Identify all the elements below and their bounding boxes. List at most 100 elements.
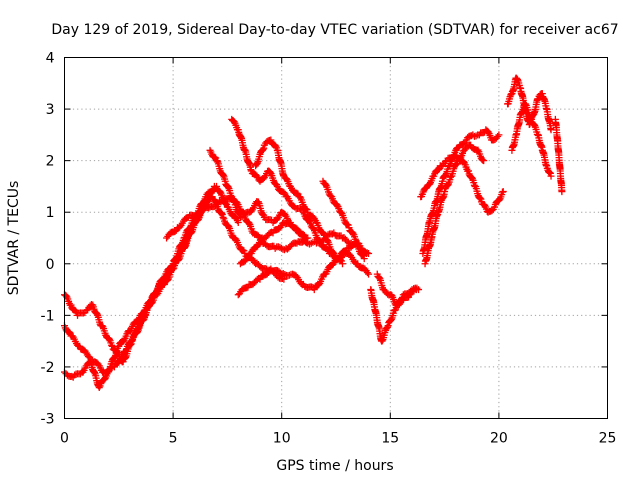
data-point [234, 219, 242, 227]
series-10 [319, 177, 370, 257]
x-tick-label: 25 [599, 431, 617, 447]
data-point [480, 157, 488, 165]
series-1 [61, 182, 218, 377]
data-point-sample [65, 328, 73, 336]
data-point [339, 260, 347, 268]
data-point-sample [363, 269, 371, 277]
data-point-sample [361, 265, 369, 273]
y-tick-label: 4 [46, 51, 55, 67]
series-12 [373, 270, 420, 310]
data-point-sample [216, 188, 224, 196]
x-tick-label: 10 [273, 431, 291, 447]
data-point-sample [218, 209, 226, 217]
data-point-sample [108, 341, 116, 349]
data-point-sample [81, 347, 89, 355]
y-axis-title: SDTVAR / TECUs [6, 181, 22, 296]
data-point-sample [340, 234, 348, 242]
series-18 [551, 115, 566, 196]
data-point-sample [531, 122, 539, 130]
y-tick-label: -3 [41, 412, 55, 428]
series-14 [417, 126, 503, 201]
data-point [449, 151, 457, 159]
data-point [360, 255, 368, 263]
series-17 [508, 100, 555, 180]
y-tick-label: 2 [46, 154, 55, 170]
data-point [128, 337, 136, 345]
data-point [302, 234, 310, 242]
data-point [495, 131, 503, 139]
data-point-sample [296, 193, 304, 201]
x-tick-label: 15 [381, 431, 399, 447]
data-point-sample [387, 315, 395, 323]
y-tick-label: -1 [41, 308, 55, 324]
data-point [527, 115, 535, 123]
data-point-sample [460, 158, 468, 166]
data-point-sample [281, 270, 289, 278]
data-point-sample [337, 208, 345, 216]
data-point-sample [299, 230, 307, 238]
data-point-sample [481, 202, 489, 210]
data-point-sample [468, 175, 476, 183]
data-point-sample [522, 100, 530, 108]
data-point-sample [241, 257, 249, 265]
data-point-sample [476, 194, 484, 202]
data-point-sample [478, 156, 486, 164]
chart-title: Day 129 of 2019, Sidereal Day-to-day VTE… [51, 22, 618, 38]
data-point-sample [62, 292, 70, 300]
data-point-sample [152, 288, 160, 296]
series-16 [504, 74, 555, 134]
data-point-sample [105, 335, 113, 343]
data-point-sample [292, 272, 300, 280]
data-point-sample [273, 215, 281, 223]
data-point-sample [452, 160, 460, 168]
data-point-sample [383, 323, 391, 331]
data-point [558, 188, 566, 196]
data-point [163, 234, 171, 242]
data-point-sample [321, 180, 329, 188]
data-point [365, 270, 373, 278]
data-point-sample [378, 337, 386, 345]
data-point-sample [472, 132, 480, 140]
data-point-sample [329, 260, 337, 268]
data-point-sample [134, 328, 142, 336]
data-point-sample [460, 140, 468, 148]
data-point-sample [200, 198, 208, 206]
data-point-sample [278, 275, 286, 283]
data-point-sample [333, 201, 341, 209]
data-point-sample [146, 297, 154, 305]
data-point [547, 172, 555, 180]
data-point-sample [272, 142, 280, 150]
data-point-sample [324, 237, 332, 245]
data-point-sample [488, 207, 496, 215]
series-9 [236, 219, 310, 268]
data-point [441, 188, 449, 196]
data-point [219, 213, 227, 221]
y-tick-label: 3 [46, 102, 55, 118]
data-point-sample [245, 219, 253, 227]
data-point-sample [167, 264, 175, 272]
y-tick-label: 1 [46, 205, 55, 221]
series-13 [419, 151, 507, 257]
series-3 [61, 182, 242, 392]
data-point-sample [176, 223, 184, 231]
x-tick-label: 20 [490, 431, 508, 447]
data-point [271, 244, 279, 252]
data-point-sample [329, 248, 337, 256]
data-point-sample [280, 189, 288, 197]
axes: 0 5 10 15 20 25 -3 -2 -1 0 1 2 3 4 [41, 51, 617, 447]
data-point [438, 177, 446, 185]
data-point-sample [494, 132, 502, 140]
y-tick-label: -2 [41, 360, 55, 376]
series-15 [421, 141, 488, 268]
data-point-sample [266, 168, 274, 176]
data-point-sample [495, 196, 503, 204]
series-2 [61, 193, 288, 366]
data-point [384, 322, 392, 330]
data-point [95, 384, 103, 392]
data-point-sample [457, 153, 465, 161]
data-point-sample [388, 292, 396, 300]
data-point-sample [484, 128, 492, 136]
data-point-sample [349, 229, 357, 237]
data-point-sample [171, 227, 179, 235]
